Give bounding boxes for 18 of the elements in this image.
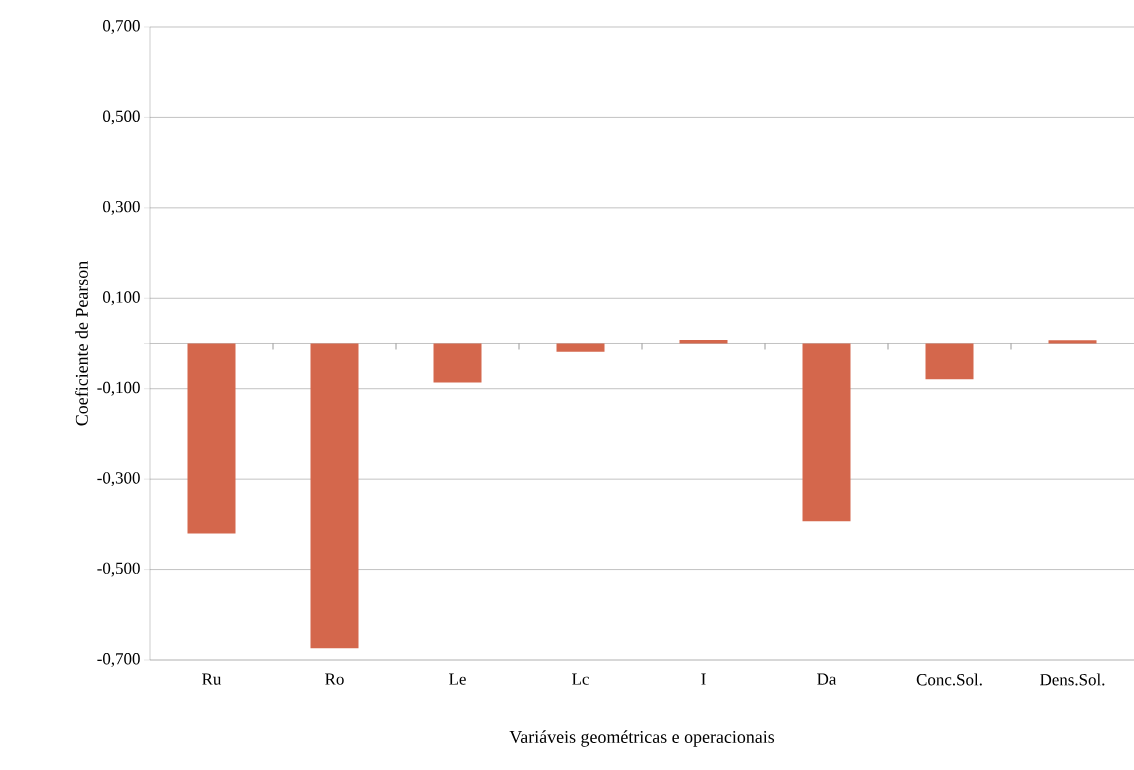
y-tick-label: -0,500 — [97, 562, 140, 577]
y-tick-label: 0,700 — [103, 20, 140, 34]
y-tick-label: 0,100 — [103, 291, 140, 306]
y-tick-label: -0,700 — [97, 653, 140, 667]
y-tick-label: 0,300 — [103, 200, 140, 215]
x-tick-label: Conc.Sol. — [916, 673, 982, 686]
x-tick-label: Dens.Sol. — [1040, 673, 1105, 686]
x-tick-label: Da — [817, 673, 837, 685]
x-tick-label: Lc — [572, 673, 589, 685]
y-tick-label: 0,500 — [103, 110, 140, 125]
y-tick-label: -0,300 — [97, 472, 140, 487]
x-tick-label: Ro — [325, 673, 344, 685]
x-tick-label: Le — [449, 673, 466, 685]
x-axis-title: Variáveis geométricas e operacionais — [509, 730, 775, 747]
x-tick-label: Ru — [202, 673, 222, 685]
x-tick-label: I — [701, 673, 706, 685]
y-axis-title: Coeficiente de Pearson — [75, 261, 88, 426]
y-tick-label: -0,100 — [97, 381, 140, 396]
